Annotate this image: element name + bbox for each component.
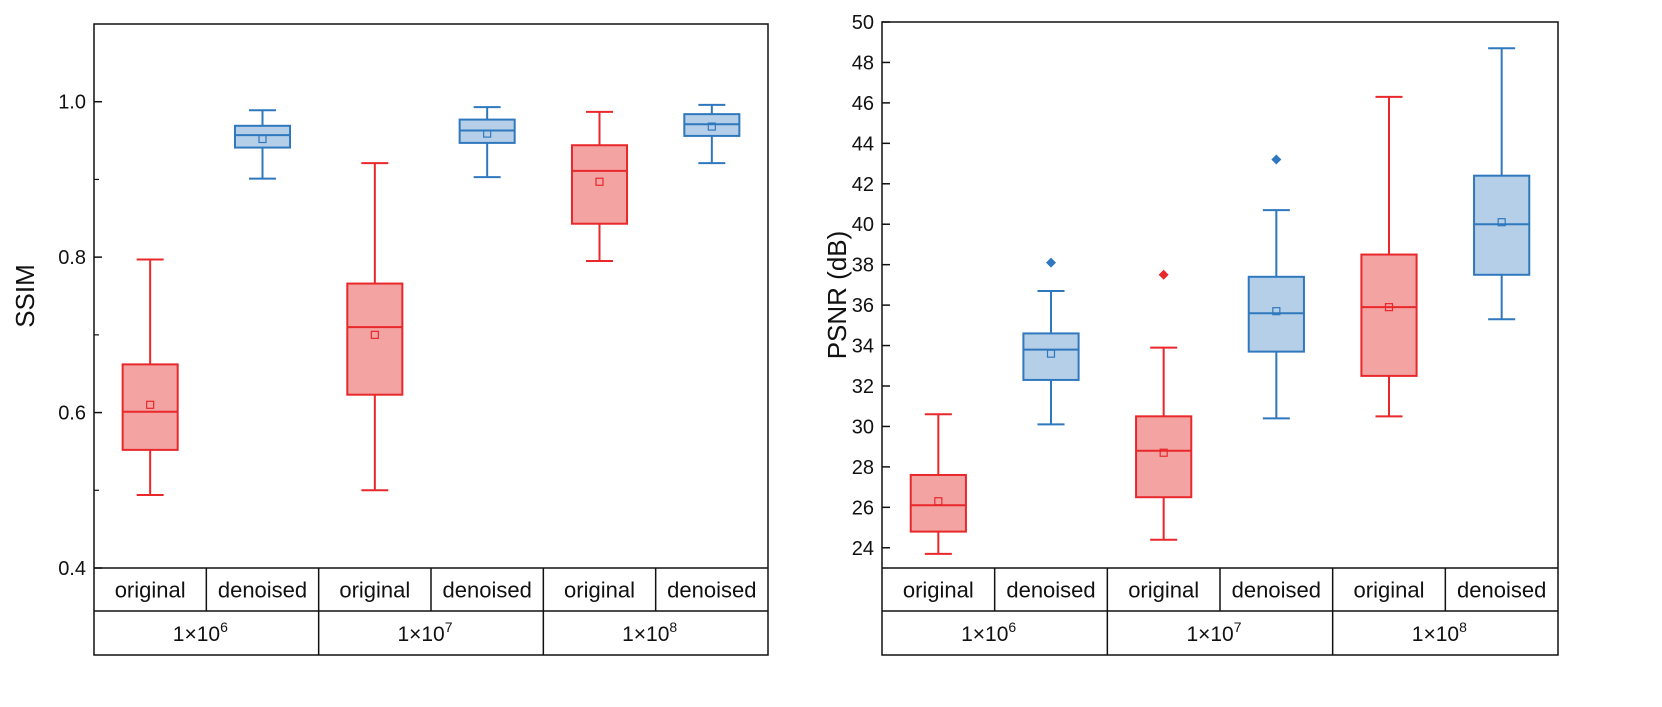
y-axis-label: PSNR (dB) bbox=[822, 231, 852, 360]
group-label: 1×108 bbox=[1412, 619, 1467, 646]
iqr-box bbox=[121, 363, 179, 451]
mean-marker bbox=[1384, 303, 1394, 312]
y-tick-label: 34 bbox=[852, 336, 874, 358]
mean-marker bbox=[1497, 218, 1506, 227]
group-label: 1×107 bbox=[397, 619, 452, 646]
box-original bbox=[1360, 95, 1418, 418]
category-label: original bbox=[903, 578, 974, 603]
y-tick-label: 32 bbox=[852, 376, 874, 398]
box-denoised bbox=[1247, 154, 1305, 420]
iqr-box bbox=[909, 473, 967, 533]
box-original bbox=[909, 413, 967, 555]
mean-marker bbox=[934, 497, 943, 506]
y-tick-label: 42 bbox=[852, 174, 874, 196]
y-tick-label: 46 bbox=[852, 93, 874, 115]
iqr-box bbox=[346, 282, 404, 396]
y-tick-label: 28 bbox=[852, 457, 874, 479]
category-label: denoised bbox=[443, 578, 532, 603]
y-axis-label: SSIM bbox=[10, 264, 40, 328]
y-tick-label: 50 bbox=[852, 12, 874, 34]
mean-marker bbox=[258, 134, 267, 144]
y-tick-label: 48 bbox=[852, 52, 874, 74]
box-denoised bbox=[458, 106, 516, 179]
mean-marker bbox=[1159, 448, 1168, 457]
plot-frame bbox=[881, 21, 1559, 656]
category-label: denoised bbox=[1457, 578, 1546, 603]
box-denoised bbox=[1022, 257, 1080, 426]
psnr-panel: original denoised original denoised original… bbox=[822, 12, 1559, 656]
y-tick-label: 40 bbox=[852, 214, 874, 236]
mean-marker bbox=[1046, 349, 1056, 358]
mean-marker bbox=[595, 177, 604, 186]
mean-marker bbox=[370, 330, 379, 339]
ssim-panel: original denoised original denoised original… bbox=[10, 23, 769, 656]
y-tick-label: 0.6 bbox=[58, 403, 86, 425]
y-tick-label: 44 bbox=[852, 133, 874, 155]
y-tick-label: 0.8 bbox=[58, 247, 86, 269]
box-denoised bbox=[233, 109, 292, 180]
y-tick-label: 36 bbox=[852, 295, 874, 317]
y-tick-label: 26 bbox=[852, 497, 874, 519]
category-label: original bbox=[1128, 578, 1199, 603]
category-label: denoised bbox=[1232, 578, 1321, 603]
group-label: 1×108 bbox=[622, 619, 677, 646]
outlier-point bbox=[1158, 269, 1169, 280]
plot-frame bbox=[93, 23, 769, 656]
group-label: 1×106 bbox=[173, 619, 228, 646]
box-original bbox=[1135, 269, 1193, 541]
category-label: denoised bbox=[218, 578, 307, 603]
y-tick-label: 1.0 bbox=[58, 92, 86, 114]
category-label: original bbox=[339, 578, 410, 603]
group-label: 1×107 bbox=[1186, 619, 1241, 646]
iqr-box bbox=[1135, 415, 1193, 499]
category-label: denoised bbox=[667, 578, 756, 603]
mean-marker bbox=[707, 122, 716, 131]
mean-marker bbox=[483, 129, 492, 138]
box-denoised bbox=[683, 103, 741, 165]
box-original bbox=[121, 258, 179, 496]
iqr-box bbox=[570, 144, 629, 225]
y-tick-label: 38 bbox=[852, 255, 874, 277]
mean-marker bbox=[1272, 307, 1281, 316]
group-label: 1×106 bbox=[961, 619, 1016, 646]
category-label: original bbox=[115, 578, 186, 603]
box-denoised bbox=[1473, 47, 1531, 321]
iqr-box bbox=[1360, 253, 1418, 377]
iqr-box bbox=[233, 124, 292, 149]
outlier-point bbox=[1046, 257, 1056, 268]
box-original bbox=[570, 110, 629, 263]
category-label: denoised bbox=[1006, 578, 1095, 603]
y-tick-label: 24 bbox=[852, 538, 874, 560]
y-tick-label: 30 bbox=[852, 416, 874, 438]
y-tick-label: 0.4 bbox=[58, 558, 86, 580]
category-label: original bbox=[1354, 578, 1425, 603]
category-label: original bbox=[564, 578, 635, 603]
box-original bbox=[346, 162, 404, 492]
mean-marker bbox=[146, 400, 155, 409]
outlier-point bbox=[1271, 154, 1282, 165]
